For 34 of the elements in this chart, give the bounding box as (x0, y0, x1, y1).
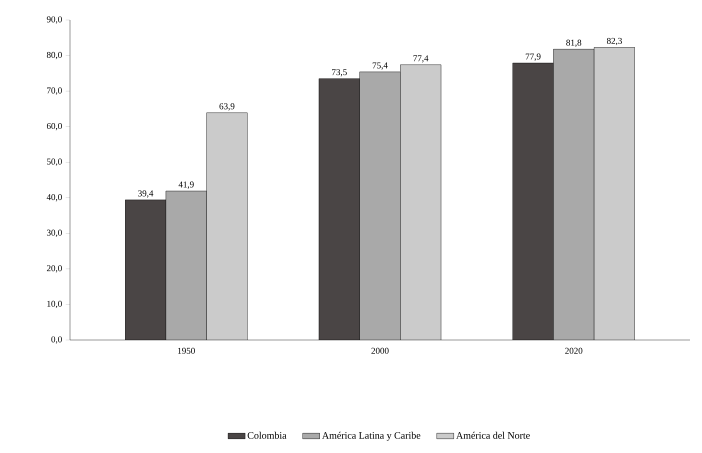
bar (400, 64, 442, 340)
legend-label: América Latina y Caribe (322, 432, 420, 441)
y-tick-label: 60,0 (46, 122, 62, 130)
y-tick-label: 40,0 (46, 194, 62, 202)
x-tick-label: 2020 (565, 348, 582, 354)
y-tick-label: 10,0 (47, 300, 62, 308)
data-label: 77,9 (526, 54, 541, 61)
y-tick-label: 80,0 (46, 52, 62, 60)
y-tick-label: 0,0 (51, 336, 62, 344)
legend-label: Colombia (248, 432, 286, 439)
bar (125, 200, 166, 340)
data-label: 39,4 (138, 190, 154, 198)
y-tick-label: 90,0 (46, 16, 62, 24)
x-tick-label: 2000 (371, 348, 389, 354)
bar (166, 191, 207, 340)
bar (594, 47, 635, 340)
y-tick-label: 30,0 (46, 230, 62, 237)
data-label: 77,4 (413, 55, 428, 63)
bar (360, 72, 400, 340)
data-label: 63,9 (219, 103, 234, 111)
data-label: 73,5 (332, 69, 347, 76)
y-tick-label: 70,0 (47, 87, 62, 95)
bar (553, 48, 594, 340)
bar (512, 62, 554, 340)
bar (206, 112, 248, 340)
x-tick-label: 1950 (178, 348, 195, 354)
data-label: 75,4 (372, 62, 388, 70)
y-tick-label: 20,0 (46, 265, 62, 273)
data-label: 82,3 (606, 38, 622, 46)
legend-label: América del Norte (456, 432, 530, 439)
bar (318, 78, 360, 340)
y-tick-label: 50,0 (47, 158, 62, 166)
data-label: 41,9 (178, 182, 194, 189)
data-label: 81,8 (566, 40, 582, 47)
